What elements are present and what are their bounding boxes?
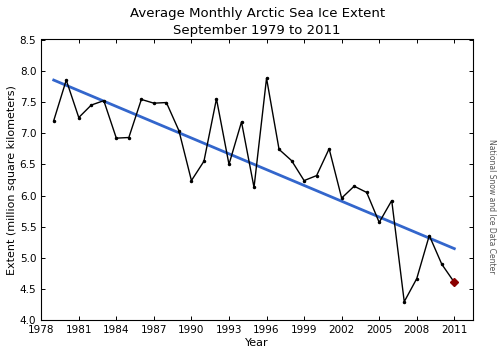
X-axis label: Year: Year <box>246 338 269 348</box>
Text: National Snow and Ice Data Center: National Snow and Ice Data Center <box>487 139 496 273</box>
Title: Average Monthly Arctic Sea Ice Extent
September 1979 to 2011: Average Monthly Arctic Sea Ice Extent Se… <box>130 7 385 37</box>
Y-axis label: Extent (million square kilometers): Extent (million square kilometers) <box>7 85 17 275</box>
